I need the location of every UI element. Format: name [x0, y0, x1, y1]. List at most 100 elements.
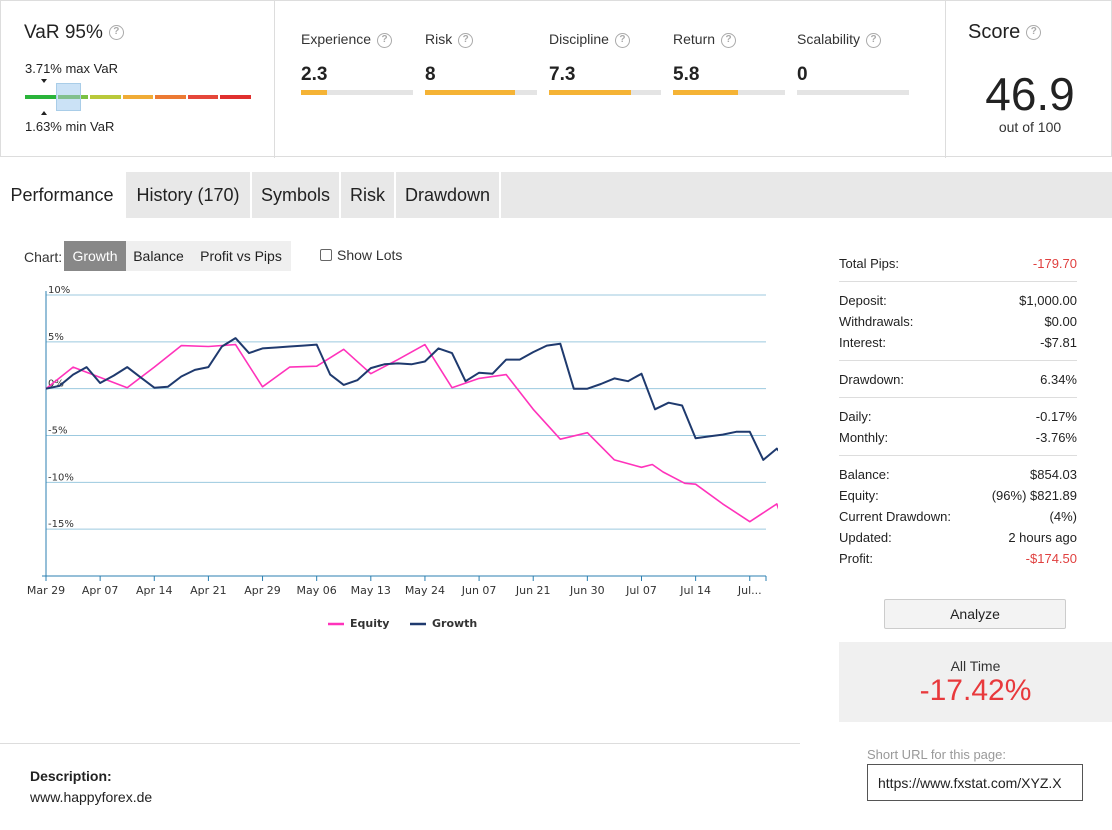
metric-label: Discipline?	[549, 31, 661, 48]
metric-label-text: Discipline	[549, 31, 609, 47]
metric-risk: Risk? 8	[425, 31, 537, 95]
metric-progress-track	[673, 89, 785, 95]
stat-value: -3.76%	[1035, 430, 1077, 445]
show-lots-checkbox[interactable]	[320, 249, 332, 261]
x-tick-label: Mar 29	[27, 584, 65, 597]
chart-profit-button[interactable]: Profit vs Pips	[191, 241, 291, 271]
stat-row: Withdrawals: $0.00	[839, 311, 1077, 332]
x-tick-label: Jun 21	[515, 584, 551, 597]
stat-value: -179.70	[1032, 256, 1077, 271]
show-lots-toggle[interactable]: Show Lots	[320, 247, 402, 263]
tab-risk[interactable]: Risk	[341, 172, 396, 218]
stat-row: Drawdown: 6.34%	[839, 369, 1077, 390]
metric-value: 7.3	[549, 63, 576, 85]
x-tick-label: Jun 07	[461, 584, 497, 597]
tab-performance[interactable]: Performance	[0, 172, 126, 218]
var-segment	[187, 95, 219, 99]
tab-history[interactable]: History (170)	[126, 172, 252, 218]
growth-chart: 10% 5% 0% -5% -10% -15% Mar 29 Apr 07 Apr 14 Apr …	[27, 285, 778, 630]
stat-label: Interest:	[839, 335, 886, 350]
stat-row: Interest: -$7.81	[839, 332, 1077, 353]
series-line-growth	[45, 337, 778, 461]
stats-panel: Total Pips: -179.70 Deposit: $1,000.00 Withd…	[839, 253, 1077, 584]
x-tick-label: Jul 07	[625, 584, 657, 597]
help-icon[interactable]: ?	[458, 32, 474, 48]
metric-experience: Experience? 2.3	[301, 31, 413, 95]
metric-progress-fill	[549, 89, 631, 95]
stat-value: (4%)	[1049, 509, 1077, 524]
y-tick-label: 5%	[48, 332, 64, 343]
x-tick-label: Jun 30	[569, 584, 605, 597]
stat-label: Updated:	[839, 530, 892, 545]
metric-discipline: Discipline? 7.3	[549, 31, 661, 95]
stat-row: Updated: 2 hours ago	[839, 527, 1077, 548]
stat-value: -$174.50	[1025, 551, 1077, 566]
chart-balance-button[interactable]: Balance	[126, 241, 191, 271]
metric-progress-track	[301, 89, 413, 95]
metric-value: 0	[797, 63, 808, 85]
help-icon[interactable]: ?	[1026, 25, 1042, 41]
stat-value: (96%) $821.89	[991, 488, 1077, 503]
all-time-value: -17.42%	[919, 674, 1032, 707]
var-title: VaR 95%?	[24, 22, 124, 44]
var-segment	[90, 95, 121, 99]
tab-bar: Performance History (170) Symbols Risk Drawd…	[0, 172, 1112, 218]
stat-value: $854.03	[1030, 467, 1077, 482]
metric-progress-fill	[425, 89, 515, 95]
stat-label: Drawdown:	[839, 372, 905, 387]
score-subtitle: out of 100	[998, 119, 1062, 135]
metric-value: 8	[425, 63, 436, 85]
legend-label: Equity	[350, 617, 389, 630]
tab-symbols[interactable]: Symbols	[252, 172, 341, 218]
stat-row: Total Pips: -179.70	[839, 253, 1077, 274]
var-range-marker	[56, 83, 81, 111]
metric-value: 2.3	[301, 63, 328, 85]
stat-value: 6.34%	[1040, 372, 1077, 387]
metric-progress-fill	[673, 89, 738, 95]
short-url-label: Short URL for this page:	[867, 747, 1006, 762]
analyze-button[interactable]: Analyze	[884, 599, 1066, 629]
help-icon[interactable]: ?	[108, 25, 124, 41]
stat-label: Deposit:	[839, 293, 887, 308]
chart-growth-button[interactable]: Growth	[64, 241, 126, 271]
score-value: 46.9	[985, 68, 1075, 120]
help-icon[interactable]: ?	[614, 32, 630, 48]
series-line-equity	[45, 343, 778, 523]
stat-row: Deposit: $1,000.00	[839, 290, 1077, 311]
metric-label: Risk?	[425, 31, 537, 48]
stat-row: Monthly: -3.76%	[839, 427, 1077, 448]
help-icon[interactable]: ?	[866, 32, 882, 48]
x-tick-label: Apr 14	[136, 584, 173, 597]
score-panel: Score? 46.9 out of 100	[945, 1, 1112, 158]
stat-group: Drawdown: 6.34%	[839, 369, 1077, 398]
stat-row: Profit: -$174.50	[839, 548, 1077, 569]
y-tick-label: -5%	[48, 426, 67, 437]
metric-label-text: Experience	[301, 31, 372, 47]
stat-label: Current Drawdown:	[839, 509, 951, 524]
stat-value: 2 hours ago	[1008, 530, 1077, 545]
description-text: www.happyforex.de	[30, 789, 153, 805]
y-tick-label: 10%	[48, 285, 70, 296]
var-min-label: 1.63% min VaR	[25, 119, 115, 134]
help-icon[interactable]: ?	[377, 32, 393, 48]
var-segment	[25, 95, 56, 99]
stat-row: Daily: -0.17%	[839, 406, 1077, 427]
metric-value: 5.8	[673, 63, 700, 85]
all-time-box: All Time -17.42%	[839, 642, 1112, 722]
stat-label: Balance:	[839, 467, 890, 482]
var-max-label: 3.71% max VaR	[25, 61, 118, 76]
tab-drawdown[interactable]: Drawdown	[396, 172, 501, 218]
metric-progress-track	[425, 89, 537, 95]
var-segment	[122, 95, 154, 99]
var-scale-bar	[25, 95, 252, 99]
help-icon[interactable]: ?	[721, 32, 737, 48]
metric-label-text: Risk	[425, 31, 453, 47]
stat-label: Withdrawals:	[839, 314, 914, 329]
metric-label-text: Return	[673, 31, 716, 47]
y-tick-label: -10%	[48, 472, 74, 483]
metric-label: Scalability?	[797, 31, 909, 48]
short-url-input[interactable]	[867, 764, 1083, 801]
metric-label: Experience?	[301, 31, 413, 48]
all-time-label: All Time	[950, 658, 1001, 674]
stat-label: Daily:	[839, 409, 872, 424]
